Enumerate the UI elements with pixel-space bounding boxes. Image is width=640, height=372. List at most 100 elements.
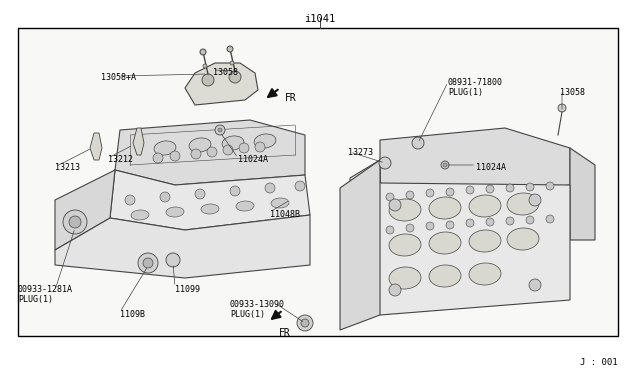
Polygon shape xyxy=(185,63,258,105)
Circle shape xyxy=(389,199,401,211)
Text: 13212: 13212 xyxy=(108,155,133,164)
Circle shape xyxy=(558,104,566,112)
Polygon shape xyxy=(380,128,570,200)
Text: 11024A: 11024A xyxy=(476,163,506,172)
Circle shape xyxy=(412,137,424,149)
Polygon shape xyxy=(110,170,310,230)
Circle shape xyxy=(166,253,180,267)
Ellipse shape xyxy=(469,195,501,217)
Circle shape xyxy=(486,185,494,193)
Circle shape xyxy=(506,217,514,225)
Ellipse shape xyxy=(222,136,244,150)
Polygon shape xyxy=(133,128,144,155)
Ellipse shape xyxy=(389,267,421,289)
Circle shape xyxy=(486,218,494,226)
Circle shape xyxy=(526,183,534,191)
Circle shape xyxy=(529,194,541,206)
Text: 1109B: 1109B xyxy=(120,310,145,319)
Circle shape xyxy=(69,216,81,228)
Ellipse shape xyxy=(271,198,289,208)
Ellipse shape xyxy=(429,197,461,219)
Circle shape xyxy=(406,224,414,232)
Polygon shape xyxy=(340,160,380,330)
Circle shape xyxy=(386,193,394,201)
Circle shape xyxy=(446,221,454,229)
Circle shape xyxy=(153,153,163,163)
Circle shape xyxy=(125,195,135,205)
Circle shape xyxy=(379,157,391,169)
Ellipse shape xyxy=(389,234,421,256)
Circle shape xyxy=(218,128,222,132)
Polygon shape xyxy=(115,120,305,185)
Circle shape xyxy=(443,163,447,167)
Text: 00933-13090: 00933-13090 xyxy=(230,300,285,309)
Circle shape xyxy=(441,161,449,169)
Circle shape xyxy=(207,147,217,157)
Ellipse shape xyxy=(469,230,501,252)
Text: J : 001: J : 001 xyxy=(580,358,618,367)
Text: 11048B: 11048B xyxy=(270,210,300,219)
Circle shape xyxy=(386,226,394,234)
Circle shape xyxy=(229,71,241,83)
Ellipse shape xyxy=(131,210,149,220)
Circle shape xyxy=(426,189,434,197)
Circle shape xyxy=(255,142,265,152)
Ellipse shape xyxy=(429,232,461,254)
Ellipse shape xyxy=(236,201,254,211)
Ellipse shape xyxy=(189,138,211,152)
Circle shape xyxy=(529,279,541,291)
Circle shape xyxy=(143,258,153,268)
Circle shape xyxy=(265,183,275,193)
Circle shape xyxy=(466,186,474,194)
Polygon shape xyxy=(55,215,310,278)
Circle shape xyxy=(170,151,180,161)
Circle shape xyxy=(230,61,234,65)
Circle shape xyxy=(506,184,514,192)
Text: PLUG(1): PLUG(1) xyxy=(230,310,265,319)
Circle shape xyxy=(466,219,474,227)
Circle shape xyxy=(160,192,170,202)
Text: FR: FR xyxy=(285,93,297,103)
Circle shape xyxy=(223,145,233,155)
Circle shape xyxy=(546,215,554,223)
Ellipse shape xyxy=(507,193,539,215)
Ellipse shape xyxy=(254,134,276,148)
Circle shape xyxy=(203,64,207,68)
Polygon shape xyxy=(90,133,102,160)
Circle shape xyxy=(301,319,309,327)
Circle shape xyxy=(230,186,240,196)
Text: 13273: 13273 xyxy=(348,148,373,157)
Text: PLUG(1): PLUG(1) xyxy=(18,295,53,304)
Ellipse shape xyxy=(201,204,219,214)
Circle shape xyxy=(138,253,158,273)
Ellipse shape xyxy=(389,199,421,221)
Circle shape xyxy=(297,315,313,331)
Circle shape xyxy=(195,189,205,199)
Text: PLUG(1): PLUG(1) xyxy=(448,88,483,97)
Polygon shape xyxy=(350,160,570,315)
Polygon shape xyxy=(55,170,115,250)
Text: i1041: i1041 xyxy=(305,14,335,24)
Ellipse shape xyxy=(469,263,501,285)
Ellipse shape xyxy=(507,228,539,250)
Circle shape xyxy=(426,222,434,230)
Text: FR: FR xyxy=(279,328,291,338)
Text: 13058: 13058 xyxy=(213,68,238,77)
Circle shape xyxy=(526,216,534,224)
Text: 13058: 13058 xyxy=(560,88,585,97)
Circle shape xyxy=(202,74,214,86)
Circle shape xyxy=(389,284,401,296)
Text: 13058+A: 13058+A xyxy=(100,73,136,82)
Circle shape xyxy=(215,125,225,135)
Circle shape xyxy=(546,182,554,190)
Ellipse shape xyxy=(429,265,461,287)
Text: 13213: 13213 xyxy=(55,163,80,172)
Circle shape xyxy=(239,143,249,153)
Text: 11099: 11099 xyxy=(175,285,200,294)
Text: 08931-71800: 08931-71800 xyxy=(448,78,503,87)
Polygon shape xyxy=(570,148,595,240)
Circle shape xyxy=(191,149,201,159)
Ellipse shape xyxy=(154,141,176,155)
Text: 00933-1281A: 00933-1281A xyxy=(18,285,73,294)
Circle shape xyxy=(63,210,87,234)
